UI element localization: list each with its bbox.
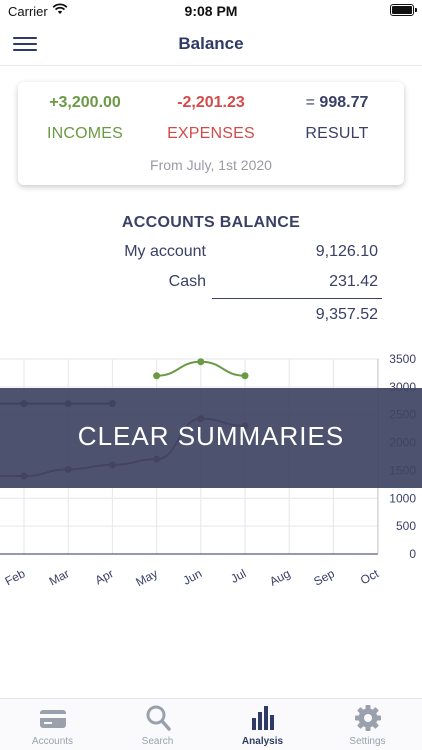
total-divider bbox=[212, 298, 382, 299]
page-title: Balance bbox=[0, 34, 422, 54]
x-tick-label: Aug bbox=[267, 566, 292, 588]
tab-label: Analysis bbox=[210, 736, 315, 747]
expenses-amount: -2,201.23 bbox=[147, 94, 275, 116]
tab-search[interactable]: Search bbox=[105, 699, 210, 750]
expenses-summary: -2,201.23 EXPENSES bbox=[147, 94, 275, 143]
search-icon bbox=[143, 704, 173, 732]
clear-summaries-label: CLEAR SUMMARIES bbox=[0, 421, 422, 452]
x-tick-label: Jul bbox=[228, 566, 248, 586]
result-equals-sign: = bbox=[306, 94, 315, 111]
tab-settings[interactable]: Settings bbox=[315, 699, 420, 750]
tab-accounts[interactable]: Accounts bbox=[0, 699, 105, 750]
x-tick-label: Jun bbox=[181, 566, 205, 587]
x-tick-label: Sep bbox=[311, 566, 337, 589]
result-value: 998.77 bbox=[319, 94, 368, 111]
account-balance: 9,126.10 bbox=[316, 243, 378, 261]
y-tick-label: 1000 bbox=[389, 491, 416, 505]
status-bar: Carrier 9:08 PM bbox=[0, 0, 422, 22]
accounts-balance-title: ACCOUNTS BALANCE bbox=[0, 214, 422, 232]
result-label: RESULT bbox=[273, 125, 401, 143]
incomes-summary: +3,200.00 INCOMES bbox=[21, 94, 149, 143]
x-tick-label: May bbox=[133, 566, 160, 589]
account-name: Cash bbox=[169, 273, 206, 291]
result-amount: = 998.77 bbox=[273, 94, 401, 116]
gear-icon bbox=[353, 704, 383, 732]
accounts-total-row: 9,357.52 bbox=[0, 306, 422, 328]
summary-card: +3,200.00 INCOMES -2,201.23 EXPENSES = 9… bbox=[18, 82, 404, 185]
result-summary: = 998.77 RESULT bbox=[273, 94, 401, 143]
clear-summaries-button[interactable]: CLEAR SUMMARIES bbox=[0, 388, 422, 488]
card-icon bbox=[38, 704, 68, 732]
data-point bbox=[197, 358, 204, 365]
data-point bbox=[242, 372, 249, 379]
expenses-label: EXPENSES bbox=[147, 125, 275, 143]
tab-label: Accounts bbox=[0, 736, 105, 747]
account-balance: 231.42 bbox=[329, 273, 378, 291]
accounts-total: 9,357.52 bbox=[316, 306, 378, 324]
tab-label: Settings bbox=[315, 736, 420, 747]
x-tick-label: Mar bbox=[47, 566, 72, 588]
y-tick-label: 0 bbox=[409, 547, 416, 561]
incomes-label: INCOMES bbox=[21, 125, 149, 143]
navigation-bar: Balance bbox=[0, 22, 422, 66]
y-tick-label: 3500 bbox=[389, 352, 416, 366]
x-tick-label: Feb bbox=[3, 566, 28, 588]
tab-bar: Accounts Search Analysis Setting bbox=[0, 698, 422, 750]
x-tick-label: Apr bbox=[93, 566, 116, 587]
account-row[interactable]: Cash 231.42 bbox=[0, 273, 422, 295]
tab-label: Search bbox=[105, 736, 210, 747]
account-row[interactable]: My account 9,126.10 bbox=[0, 243, 422, 265]
x-tick-label: Oct bbox=[358, 566, 382, 587]
summary-period: From July, 1st 2020 bbox=[18, 157, 404, 173]
incomes-amount: +3,200.00 bbox=[21, 94, 149, 116]
tab-analysis[interactable]: Analysis bbox=[210, 699, 315, 750]
battery-icon bbox=[390, 4, 414, 16]
account-name: My account bbox=[124, 243, 206, 261]
data-point bbox=[153, 372, 160, 379]
y-tick-label: 500 bbox=[396, 519, 416, 533]
bar-chart-icon bbox=[248, 704, 278, 732]
clock: 9:08 PM bbox=[0, 3, 422, 19]
